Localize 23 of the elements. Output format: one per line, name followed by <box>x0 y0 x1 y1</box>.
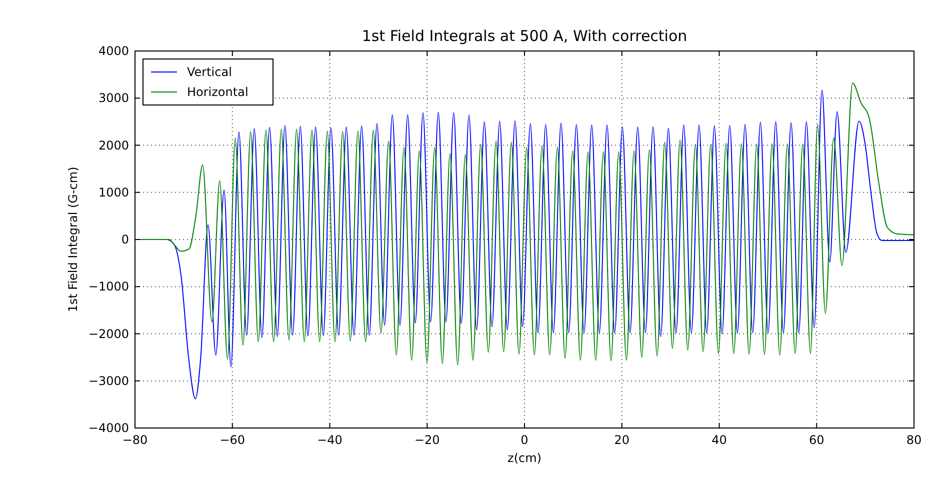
y-tick-label: 3000 <box>98 91 129 106</box>
x-tick-label: 80 <box>906 433 922 447</box>
x-axis-title: z(cm) <box>508 451 542 465</box>
y-tick-label: 2000 <box>98 138 129 152</box>
y-tick-label: −4000 <box>88 421 129 435</box>
chart-title: 1st Field Integrals at 500 A, With correction <box>362 27 688 45</box>
x-tick-label: −60 <box>220 433 246 447</box>
x-tick-label: −40 <box>317 433 342 447</box>
x-tick-label: −80 <box>122 433 148 447</box>
y-tick-label: 4000 <box>98 44 129 58</box>
y-tick-label: −1000 <box>88 280 129 294</box>
y-tick-label: 1000 <box>98 185 129 200</box>
legend-label: Vertical <box>187 65 232 79</box>
x-tick-label: 40 <box>712 433 727 447</box>
legend-label: Horizontal <box>187 85 248 99</box>
x-tick-label: 60 <box>808 433 824 447</box>
y-axis-title: 1st Field Integral (G-cm) <box>66 166 80 312</box>
y-tick-label: 0 <box>121 232 129 246</box>
x-tick-label: 20 <box>614 433 630 447</box>
x-tick-label: 0 <box>520 433 528 447</box>
y-tick-label: −2000 <box>88 326 129 341</box>
x-tick-label: −20 <box>414 433 440 447</box>
y-tick-label: −3000 <box>88 374 129 388</box>
